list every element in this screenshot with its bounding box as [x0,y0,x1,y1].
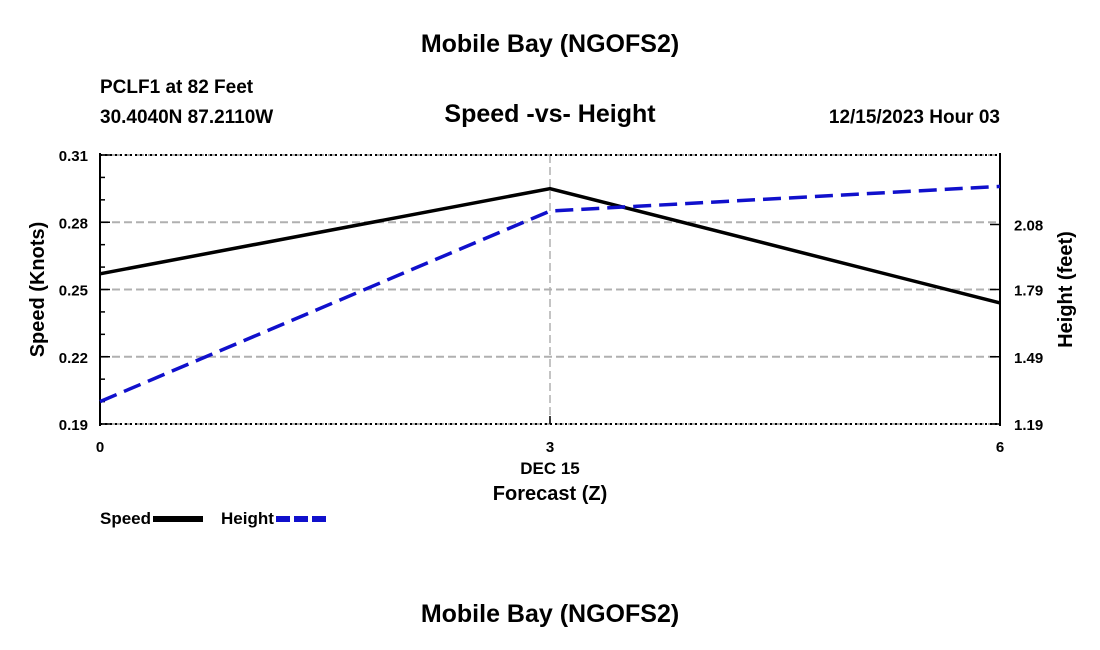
legend: Speed Height [100,509,344,529]
legend-item-height: Height [221,509,326,529]
left-tick-label: 0.31 [59,148,88,165]
y-axis-label-right: Height (feet) [1055,231,1077,348]
series-line-height [99,184,1001,404]
page-title: Mobile Bay (NGOFS2) [420,30,680,58]
chart-title: Speed -vs- Height [444,100,656,128]
right-tick-label: 2.08 [1014,217,1043,234]
legend-height-swatch [275,516,326,522]
right-tick-label: 1.49 [1014,350,1043,367]
legend-speed-swatch [153,516,204,522]
legend-speed-label: Speed [100,509,152,528]
x-tick-label: 3 [546,439,554,456]
left-tick-label: 0.22 [59,350,88,367]
left-tick-label: 0.28 [59,215,88,232]
right-tick-label: 1.79 [1014,283,1043,300]
left-tick-label: 0.25 [59,283,88,300]
coordinates-label: 30.4040N 87.2110W [100,107,274,128]
station-label: PCLF1 at 82 Feet [100,77,254,98]
x-date-label: DEC 15 [520,459,580,478]
axes-layer [99,153,1001,426]
legend-height-label: Height [221,509,274,528]
date-label: 12/15/2023 Hour 03 [828,107,1000,128]
footer-title: Mobile Bay (NGOFS2) [420,600,680,628]
right-tick-label: 1.19 [1014,417,1043,434]
x-tick-label: 6 [996,439,1004,456]
y-axis-label-left: Speed (Knots) [27,222,49,358]
series-layer [99,184,1001,404]
labels-layer: 0.19 0.22 0.25 0.28 0.31 1.19 1.49 1.79 2.08 0 3 6 D… [27,148,1077,505]
left-tick-label: 0.19 [59,417,88,434]
x-axis-label: Forecast (Z) [493,483,607,505]
series-line-speed [99,186,1001,305]
grid-layer [100,154,1000,425]
legend-item-speed: Speed [100,509,204,529]
x-tick-label: 0 [96,439,104,456]
